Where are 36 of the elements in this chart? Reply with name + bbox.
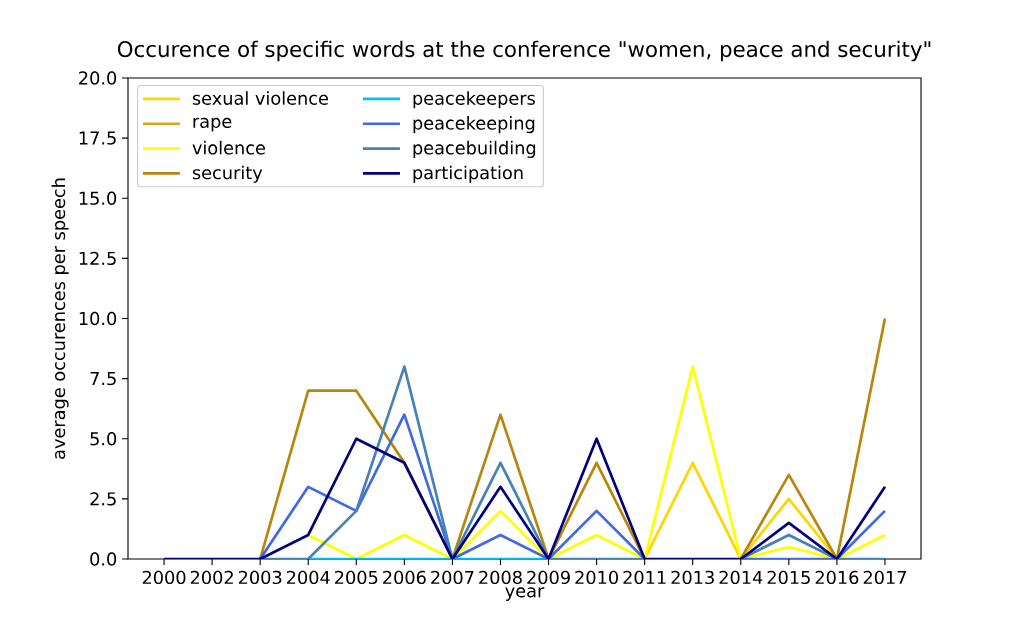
y-tick-label: 12.5	[79, 251, 116, 266]
x-tick-label: 2007	[431, 570, 474, 585]
x-tick-label: 2004	[286, 570, 330, 585]
x-tick-label: 2015	[767, 570, 810, 585]
x-tick-label: 2010	[575, 570, 618, 585]
y-tick-label: 15.0	[79, 191, 117, 205]
y-tick-label: 2.5	[90, 492, 116, 506]
y-tick-label: 0.0	[90, 552, 117, 566]
x-tick-label: 2002	[190, 570, 233, 585]
legend-label: peacebuilding	[413, 140, 536, 158]
x-tick-label: 2011	[623, 570, 666, 585]
legend-label: peacekeeping	[413, 116, 535, 134]
legend-label: security	[192, 165, 263, 183]
x-tick-label: 2014	[719, 570, 763, 585]
x-tick-label: 2017	[863, 570, 906, 585]
chart-title: Occurence of specific words at the conference "women, peace and security"	[117, 40, 931, 62]
x-tick-label: 2000	[142, 570, 186, 585]
legend-label: peacekeepers	[413, 91, 535, 109]
legend-label: sexual violence	[192, 91, 329, 105]
x-tick-label: 2003	[238, 570, 282, 585]
y-tick-label: 20.0	[79, 71, 117, 85]
x-tick-label: 2009	[527, 570, 570, 585]
y-tick-label: 5.0	[90, 432, 117, 446]
y-axis-title: average occurences per speech	[51, 178, 69, 459]
legend-label: violence	[192, 140, 266, 155]
x-tick-label: 2013	[671, 570, 714, 585]
x-tick-label: 2016	[815, 570, 859, 585]
y-tick-label: 7.5	[90, 372, 116, 386]
x-axis-title: year	[505, 587, 545, 601]
y-tick-label: 10.0	[79, 311, 117, 326]
x-tick-label: 2008	[479, 570, 522, 585]
x-tick-label: 2005	[335, 570, 378, 585]
legend-label: rape	[193, 117, 232, 132]
legend-label: participation	[413, 165, 523, 183]
x-tick-label: 2006	[383, 570, 426, 585]
y-tick-label: 17.5	[79, 131, 116, 145]
